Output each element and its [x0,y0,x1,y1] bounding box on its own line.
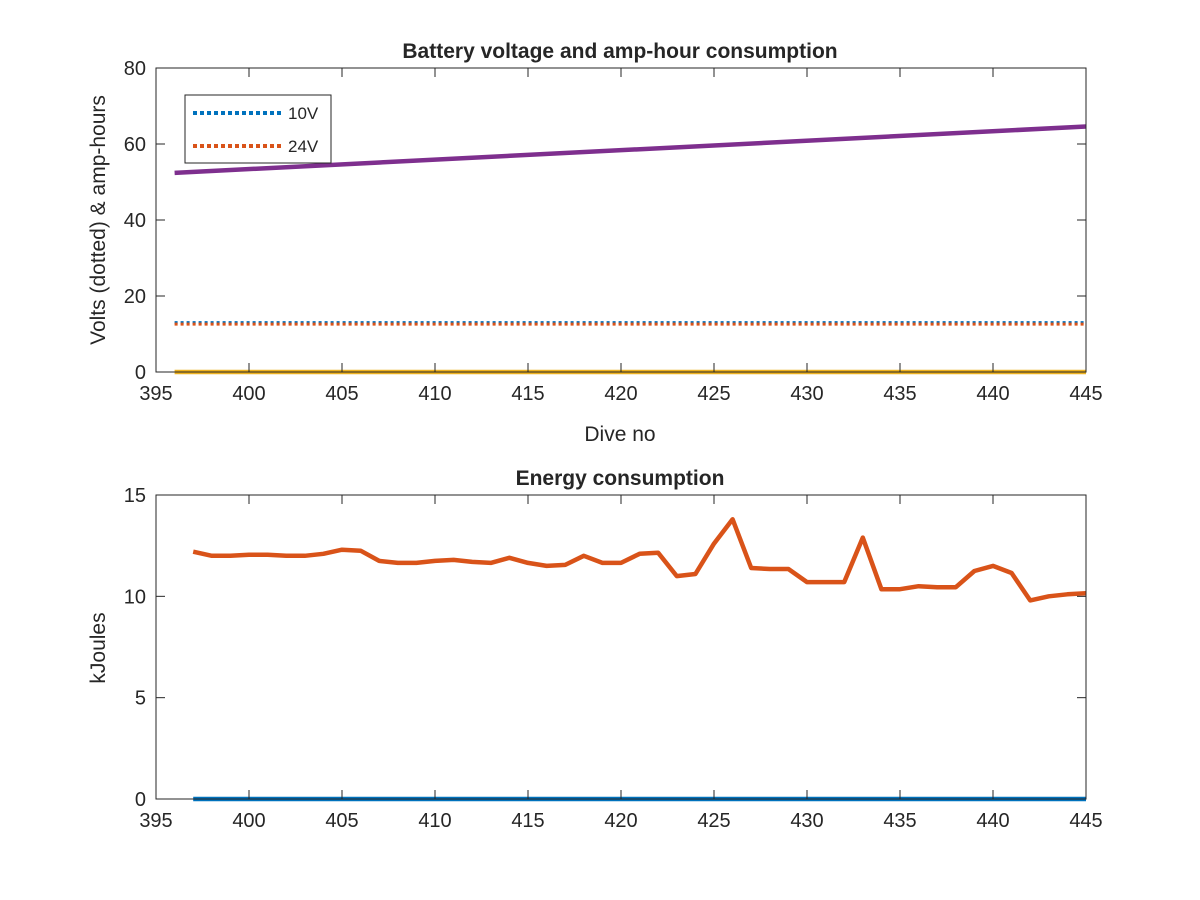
legend-label-24v: 24V [288,137,319,156]
axes-box [155,494,1087,800]
series-line-3 [174,124,1087,176]
x-tick-label: 435 [883,810,916,832]
y-tick-label: 15 [124,485,146,507]
x-tick-label: 415 [511,383,544,405]
x-tick-label: 445 [1069,383,1102,405]
x-axis-ticks: 395 400 405 410 415 420 425 430 435 440 445 [139,495,1103,832]
legend-box [184,94,332,164]
y-tick-label: 40 [124,210,146,232]
x-tick-label: 405 [325,383,358,405]
x-axis-ticks: 395 400 405 410 415 420 425 430 435 440 445 [139,68,1103,405]
chart-battery-voltage: Battery voltage and amp-hour consumption… [87,40,1103,446]
x-tick-label: 425 [697,810,730,832]
x-tick-label: 395 [139,810,172,832]
x-tick-label: 425 [697,383,730,405]
chart-title: Energy consumption [516,467,725,490]
x-tick-label: 395 [139,383,172,405]
y-axis-label: Volts (dotted) & amp-hours [87,95,110,345]
y-axis-ticks: 0 20 40 60 80 [124,58,1086,384]
axes-box [155,67,1087,373]
x-tick-label: 420 [604,810,637,832]
y-tick-label: 5 [135,688,146,710]
y-tick-label: 20 [124,286,146,308]
x-axis-label: Dive no [584,423,655,446]
x-tick-label: 400 [232,810,265,832]
x-tick-label: 435 [883,383,916,405]
chart-energy-consumption: Energy consumption 395 400 405 410 415 420 425… [87,467,1103,832]
y-axis-label: kJoules [87,612,110,683]
y-tick-label: 80 [124,58,146,80]
x-tick-label: 405 [325,810,358,832]
x-tick-label: 415 [511,810,544,832]
x-tick-label: 440 [976,810,1009,832]
x-tick-label: 420 [604,383,637,405]
legend-label-10v: 10V [288,104,319,123]
x-tick-label: 400 [232,383,265,405]
x-tick-label: 430 [790,810,823,832]
x-tick-label: 430 [790,383,823,405]
y-tick-label: 10 [124,586,146,608]
x-tick-label: 410 [418,383,451,405]
x-tick-label: 445 [1069,810,1102,832]
y-tick-label: 0 [135,789,146,811]
x-tick-label: 440 [976,383,1009,405]
legend: 10V 24V [184,94,332,164]
y-tick-label: 60 [124,134,146,156]
x-tick-label: 410 [418,810,451,832]
y-tick-label: 0 [135,362,146,384]
series-line-1 [192,517,1087,603]
chart-title: Battery voltage and amp-hour consumption [402,40,837,63]
